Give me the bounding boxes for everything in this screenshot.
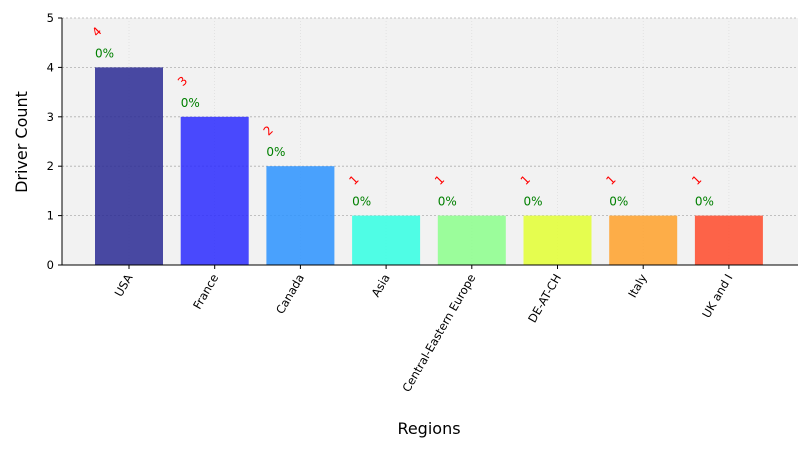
bar xyxy=(180,116,249,265)
y-ticks: 0 1 2 3 4 5 xyxy=(47,11,62,272)
x-ticks: USA France Canada Asia Central-Eastern Europ… xyxy=(112,265,735,395)
y-tick-label: 1 xyxy=(47,209,54,223)
y-tick-label: 2 xyxy=(47,159,54,173)
bars xyxy=(95,67,763,266)
x-tick-label: USA xyxy=(112,271,136,299)
x-tick-label: Central-Eastern Europe xyxy=(399,272,478,395)
bar-percent-label: 0% xyxy=(524,195,543,209)
x-tick-label: Italy xyxy=(625,271,650,300)
y-tick-label: 4 xyxy=(47,60,54,74)
x-tick-label: DE-AT-CH xyxy=(525,272,564,326)
bar xyxy=(437,215,506,265)
bar-percent-label: 0% xyxy=(352,195,371,209)
bar-percent-label: 0% xyxy=(695,195,714,209)
bar xyxy=(352,215,421,265)
y-tick-label: 0 xyxy=(47,258,54,272)
bar xyxy=(523,215,592,265)
bar xyxy=(609,215,678,265)
y-tick-label: 5 xyxy=(47,11,54,25)
bar-percent-label: 0% xyxy=(609,195,628,209)
y-axis-title: Driver Count xyxy=(12,91,31,193)
grid-lines xyxy=(62,17,798,265)
axes xyxy=(61,18,798,266)
bar xyxy=(95,67,163,266)
bar xyxy=(266,166,335,265)
bar-percent-label: 0% xyxy=(438,195,457,209)
x-axis-title: Regions xyxy=(397,419,460,438)
plot-area-background xyxy=(62,18,798,265)
x-tick-label: France xyxy=(190,272,221,312)
x-tick-label: Asia xyxy=(369,272,393,300)
bar-percent-label: 0% xyxy=(266,145,285,159)
x-tick-label: UK and I xyxy=(699,272,735,321)
bar-percent-label: 0% xyxy=(181,96,200,110)
bar-percent-label: 0% xyxy=(95,46,114,60)
bar xyxy=(694,215,763,265)
x-tick-label: Canada xyxy=(273,272,307,317)
y-tick-label: 3 xyxy=(47,110,54,124)
